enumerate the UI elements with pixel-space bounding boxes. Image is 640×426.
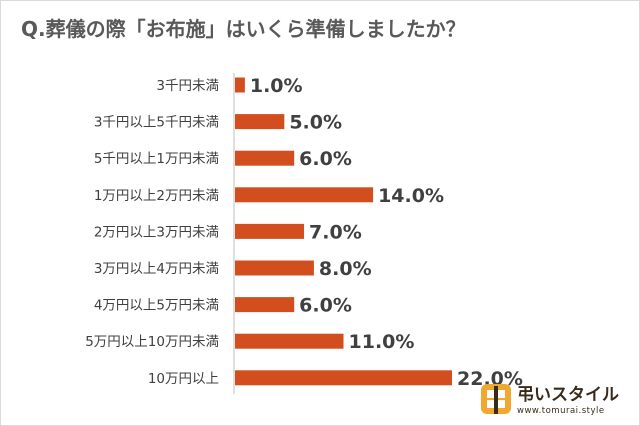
value-label: 6.0% [299, 295, 352, 317]
bar [235, 260, 314, 276]
category-label: 5千円以上1万円未満 [94, 151, 219, 167]
bar [235, 333, 344, 349]
brand-logo: 弔いスタイル www.tomurai.style [481, 384, 619, 416]
bar [235, 114, 285, 130]
brand-name: 弔いスタイル [517, 385, 619, 405]
value-label: 7.0% [309, 221, 362, 243]
value-label: 11.0% [349, 331, 415, 353]
brand-mark-icon [481, 384, 511, 414]
category-label: 4万円以上5万円未満 [94, 298, 219, 314]
bar [235, 150, 295, 166]
category-label: 3千円以上5千円未満 [94, 115, 219, 131]
bar [235, 370, 452, 386]
bar [235, 297, 295, 313]
value-label: 1.0% [250, 75, 303, 97]
category-label: 2万円以上3万円未満 [94, 224, 219, 240]
value-label: 6.0% [299, 148, 352, 170]
chart-title: Q.葬儀の際「お布施」はいくら準備しましたか？ [21, 17, 466, 41]
category-label: 10万円以上 [148, 371, 219, 387]
value-label: 8.0% [319, 258, 372, 280]
bar [235, 77, 245, 93]
category-label: 5万円以上10万円未満 [85, 334, 219, 350]
bar [235, 187, 374, 203]
category-label: 3万円以上4万円未満 [94, 261, 219, 277]
category-label: 3千円未満 [156, 78, 219, 94]
value-label: 5.0% [289, 112, 342, 134]
brand-url: www.tomurai.style [517, 406, 605, 416]
bar [235, 223, 305, 239]
value-label: 14.0% [378, 185, 444, 207]
category-label: 1万円以上2万円未満 [94, 188, 219, 204]
